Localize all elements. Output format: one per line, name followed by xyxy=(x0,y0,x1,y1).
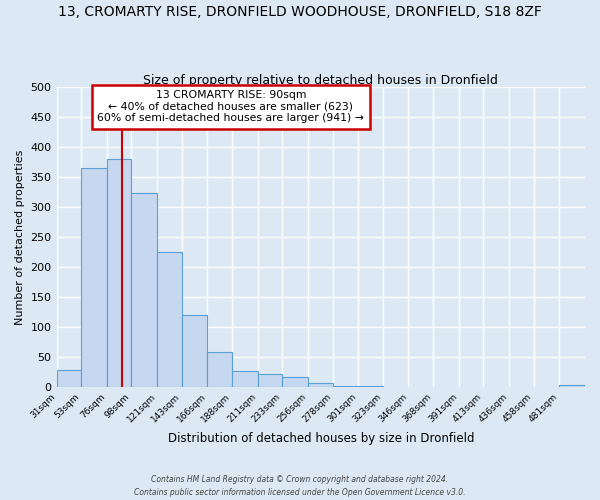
Bar xyxy=(559,385,585,386)
Text: 13 CROMARTY RISE: 90sqm
← 40% of detached houses are smaller (623)
60% of semi-d: 13 CROMARTY RISE: 90sqm ← 40% of detache… xyxy=(97,90,364,123)
Bar xyxy=(308,383,332,386)
Bar xyxy=(232,370,257,386)
X-axis label: Distribution of detached houses by size in Dronfield: Distribution of detached houses by size … xyxy=(167,432,474,445)
Text: Contains HM Land Registry data © Crown copyright and database right 2024.
Contai: Contains HM Land Registry data © Crown c… xyxy=(134,475,466,497)
Bar xyxy=(182,315,208,386)
Bar xyxy=(131,193,157,386)
Title: Size of property relative to detached houses in Dronfield: Size of property relative to detached ho… xyxy=(143,74,498,87)
Text: 13, CROMARTY RISE, DRONFIELD WOODHOUSE, DRONFIELD, S18 8ZF: 13, CROMARTY RISE, DRONFIELD WOODHOUSE, … xyxy=(58,5,542,19)
Y-axis label: Number of detached properties: Number of detached properties xyxy=(15,149,25,324)
Bar xyxy=(56,370,81,386)
Bar xyxy=(282,376,308,386)
Bar xyxy=(81,168,107,386)
Bar xyxy=(257,374,282,386)
Bar xyxy=(208,352,232,386)
Bar xyxy=(107,159,131,386)
Bar xyxy=(157,252,182,386)
